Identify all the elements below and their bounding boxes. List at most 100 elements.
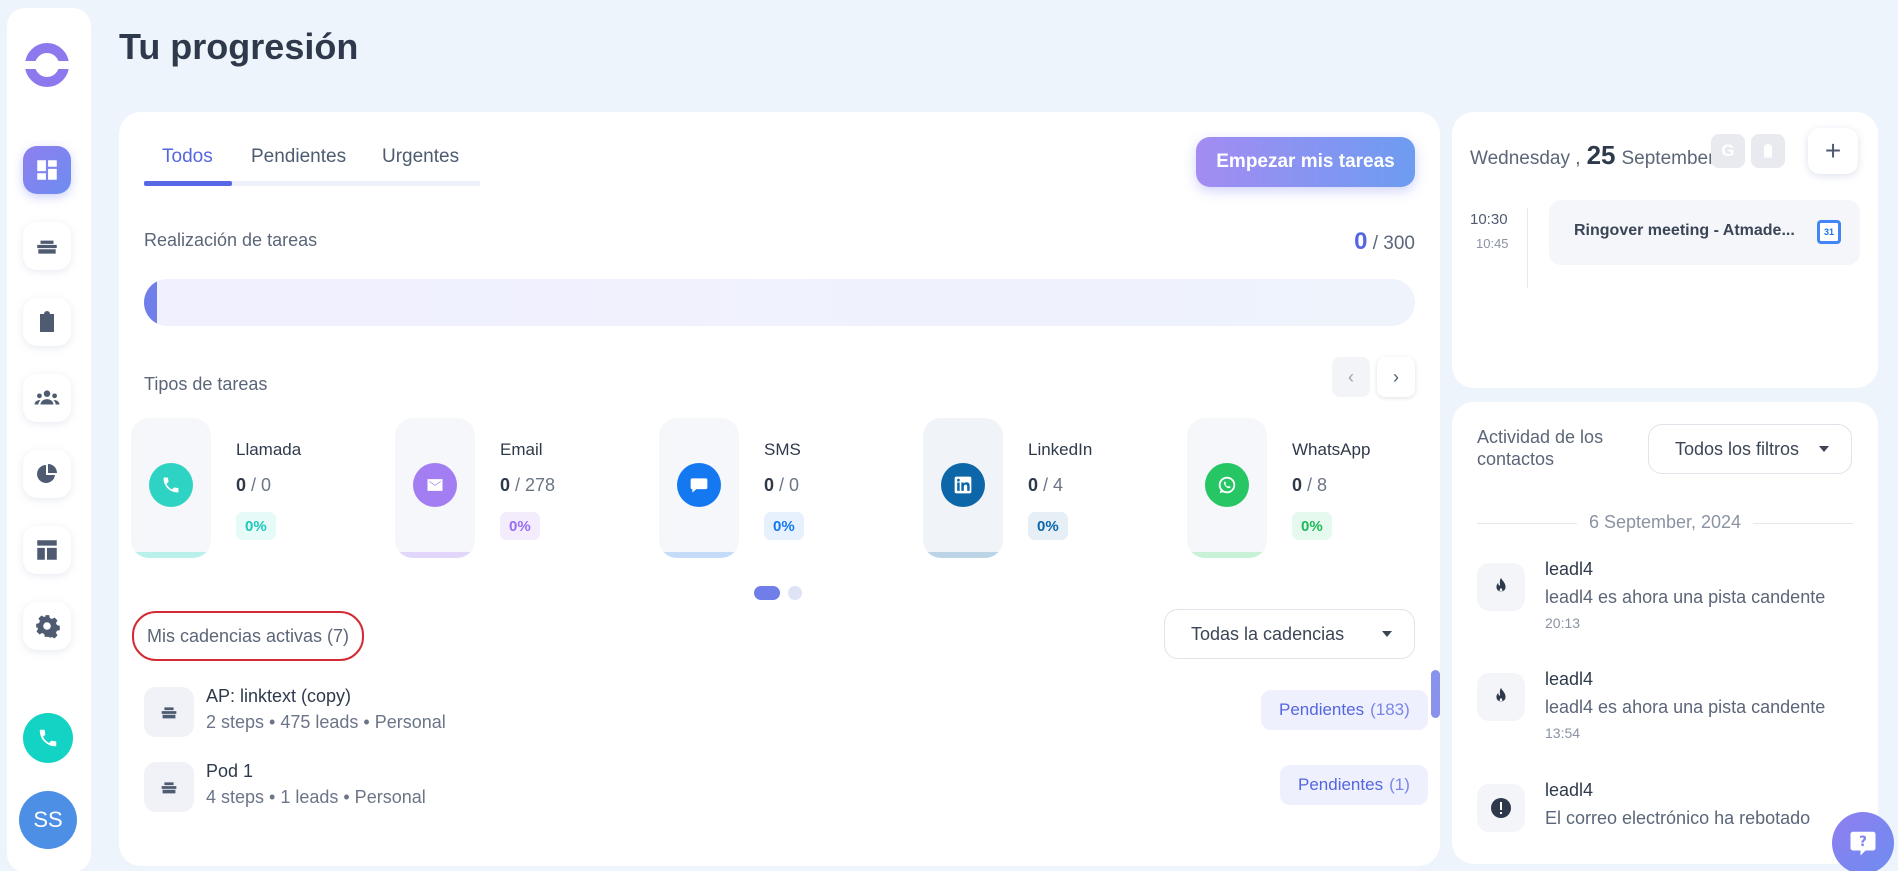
dashboard-icon	[37, 160, 57, 180]
cadence-meta: 2 steps • 475 leads • Personal	[206, 712, 446, 732]
activity-time: 20:13	[1545, 615, 1581, 631]
type-count: 0 / 0	[236, 475, 272, 495]
tab-bar: Todos Pendientes Urgentes	[144, 146, 480, 186]
calendar-card: Wednesday , 25 September G + 10:30 10:45 R…	[1452, 112, 1878, 388]
type-percent: 0%	[236, 512, 276, 540]
sidebar-item-reports[interactable]	[23, 450, 71, 498]
google-calendar-icon: 31	[1817, 220, 1841, 244]
prev-button[interactable]: ‹	[1332, 357, 1370, 397]
clipboard-icon[interactable]	[1751, 134, 1785, 168]
settings-icon	[36, 615, 60, 639]
type-count: 0 / 278	[500, 475, 556, 495]
sidebar: SS	[7, 8, 91, 871]
phone-icon	[149, 463, 193, 507]
calendar-date: Wednesday , 25 September	[1470, 140, 1714, 171]
tab-urgentes[interactable]: Urgentes	[382, 146, 460, 167]
start-tasks-button[interactable]: Empezar mis tareas	[1196, 137, 1415, 187]
sidebar-item-tasks[interactable]	[23, 298, 71, 346]
type-count: 0 / 4	[1028, 475, 1064, 495]
type-name: SMS	[764, 440, 801, 459]
google-icon[interactable]: G	[1711, 134, 1745, 168]
page-title: Tu progresión	[119, 26, 359, 67]
cadence-row[interactable]: Pod 1 4 steps • 1 leads • Personal Pendi…	[144, 759, 1428, 815]
carousel-dot[interactable]	[788, 586, 802, 600]
type-pill	[923, 418, 1003, 558]
progress-count: 0 / 300	[1354, 228, 1415, 256]
type-pill	[131, 418, 211, 558]
event-title: Ringover meeting - Atmade...	[1574, 222, 1795, 239]
scrollbar-thumb[interactable]	[1431, 670, 1440, 718]
call-button[interactable]	[23, 713, 73, 763]
contacts-icon	[34, 390, 60, 405]
tab-pendientes[interactable]: Pendientes	[251, 146, 347, 167]
tab-todos[interactable]: Todos	[162, 146, 213, 167]
logo-icon[interactable]	[24, 42, 70, 88]
reports-icon	[37, 464, 57, 483]
calendar-weekday: Wednesday ,	[1470, 148, 1581, 169]
pending-label: Pendientes	[1298, 775, 1384, 794]
fire-icon	[1477, 563, 1525, 611]
active-cadences-title: Mis cadencias activas (7)	[132, 611, 364, 661]
event-start-time: 10:30	[1470, 211, 1508, 228]
cadence-icon	[144, 687, 194, 737]
type-pill	[1187, 418, 1267, 558]
activity-item[interactable]: leadl4 El correo electrónico ha rebotado	[1477, 780, 1857, 860]
type-name: WhatsApp	[1292, 440, 1371, 459]
cadence-name: AP: linktext (copy)	[206, 686, 352, 706]
task-type-whatsapp[interactable]: WhatsApp 0 / 8 0%	[1187, 418, 1437, 558]
activity-description: El correo electrónico ha rebotado	[1545, 808, 1811, 828]
email-icon	[413, 463, 457, 507]
alert-icon	[1477, 784, 1525, 832]
cadence-row[interactable]: AP: linktext (copy) 2 steps • 475 leads …	[144, 684, 1428, 740]
task-type-llamada[interactable]: Llamada 0 / 0 0%	[131, 418, 381, 558]
calendar-day: 25	[1586, 140, 1616, 170]
progress-done: 0	[1354, 228, 1368, 255]
event-end-time: 10:45	[1476, 236, 1509, 251]
help-icon: ?	[1850, 831, 1876, 856]
type-count: 0 / 0	[764, 475, 800, 495]
timeline-divider	[1527, 208, 1528, 288]
avatar[interactable]: SS	[19, 791, 77, 849]
activity-time: 13:54	[1545, 725, 1581, 741]
activity-card: Actividad de los contactos Todos los fil…	[1452, 402, 1878, 864]
activity-item[interactable]: leadl4 leadl4 es ahora una pista candent…	[1477, 669, 1857, 749]
pending-tasks-button[interactable]: Pendientes (183)	[1261, 690, 1428, 730]
type-percent: 0%	[1028, 512, 1068, 540]
type-percent: 0%	[500, 512, 540, 540]
activity-name: leadl4	[1545, 669, 1594, 689]
tab-indicator	[144, 181, 232, 186]
type-pill	[659, 418, 739, 558]
type-name: LinkedIn	[1028, 440, 1093, 459]
add-event-button[interactable]: +	[1808, 128, 1858, 174]
caret-down-icon	[1382, 631, 1392, 637]
phone-icon	[39, 729, 57, 747]
help-chat-button[interactable]: ?	[1832, 812, 1894, 871]
pending-count: (183)	[1370, 700, 1410, 719]
type-percent: 0%	[764, 512, 804, 540]
sidebar-item-cadences[interactable]	[23, 222, 71, 270]
activity-filter-select[interactable]: Todos los filtros	[1648, 424, 1852, 474]
cadence-meta: 4 steps • 1 leads • Personal	[206, 787, 426, 807]
calendar-month: September	[1621, 148, 1715, 169]
task-type-email[interactable]: Email 0 / 278 0%	[395, 418, 645, 558]
activity-title: Actividad de los contactos	[1477, 427, 1604, 469]
activity-item[interactable]: leadl4 leadl4 es ahora una pista candent…	[1477, 559, 1857, 639]
sidebar-item-templates[interactable]	[23, 526, 71, 574]
pending-count: (1)	[1389, 775, 1410, 794]
carousel-dot-active[interactable]	[754, 586, 780, 600]
type-name: Email	[500, 440, 543, 459]
caret-down-icon	[1819, 446, 1829, 452]
task-type-linkedin[interactable]: LinkedIn 0 / 4 0%	[923, 418, 1173, 558]
calendar-event[interactable]: Ringover meeting - Atmade... 31	[1549, 200, 1860, 265]
cadence-filter-select[interactable]: Todas la cadencias	[1164, 609, 1415, 659]
next-button[interactable]: ›	[1377, 357, 1415, 397]
svg-text:?: ?	[1859, 834, 1867, 850]
task-type-sms[interactable]: SMS 0 / 0 0%	[659, 418, 909, 558]
sidebar-item-dashboard[interactable]	[23, 146, 71, 194]
sidebar-item-contacts[interactable]	[23, 374, 71, 422]
pending-tasks-button[interactable]: Pendientes (1)	[1280, 765, 1428, 805]
sidebar-item-settings[interactable]	[23, 602, 71, 650]
cadences-icon	[37, 240, 57, 254]
activity-date-separator: 6 September, 2024	[1477, 512, 1853, 533]
activity-filter-value: Todos los filtros	[1675, 438, 1800, 459]
